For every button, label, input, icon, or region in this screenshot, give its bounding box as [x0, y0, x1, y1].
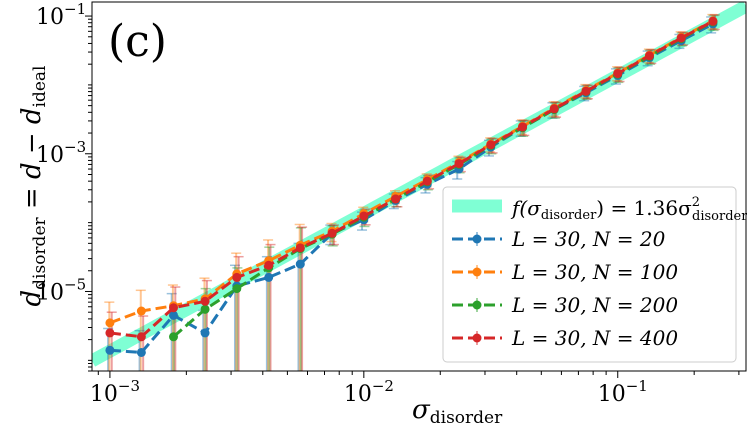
data-point: [518, 122, 528, 132]
x-tick-label: 10−3: [90, 377, 140, 407]
legend: f(σdisorder) = 1.36σ2 disorder L = 30, N …: [442, 186, 747, 363]
x-axis-label: σdisorder: [412, 395, 503, 426]
data-point: [295, 243, 305, 253]
data-point: [136, 347, 146, 357]
legend-label: L = 30, N = 200: [511, 293, 678, 317]
y-tick-label: 10−1: [36, 0, 86, 30]
x-tick-label: 10−2: [344, 377, 394, 407]
series-line: [109, 19, 714, 339]
data-point: [327, 228, 337, 238]
legend-fit-label: f(σdisorder) = 1.36σ2 disorder: [510, 195, 747, 224]
data-point: [549, 104, 559, 114]
data-point: [169, 332, 179, 342]
data-point: [232, 284, 242, 294]
data-point: [391, 194, 401, 204]
data-point: [581, 86, 591, 96]
data-point: [644, 51, 654, 61]
data-point: [169, 310, 179, 320]
y-axis-label: ddisorder = d − dideal: [17, 65, 50, 306]
data-point: [359, 211, 369, 221]
data-point: [105, 345, 115, 355]
data-point: [454, 159, 464, 169]
panel-label: (c): [108, 16, 167, 67]
data-point: [200, 328, 210, 338]
legend-label: L = 30, N = 100: [511, 260, 678, 284]
data-point: [200, 296, 210, 306]
data-point: [136, 306, 146, 316]
y-tick-label: 10−5: [36, 275, 86, 305]
data-point: [232, 272, 242, 282]
data-point: [708, 16, 718, 26]
x-tick-label: 10−1: [598, 377, 648, 407]
data-point: [200, 304, 210, 314]
plot-frame: [91, 1, 747, 372]
data-point: [169, 303, 179, 313]
series-line: [109, 19, 714, 325]
data-point: [264, 260, 274, 270]
legend-box: [442, 186, 737, 363]
data-point: [295, 259, 305, 269]
data-point: [105, 318, 115, 328]
data-point: [676, 33, 686, 43]
data-point: [136, 332, 146, 342]
data-point: [613, 69, 623, 79]
legend-label: L = 30, N = 400: [511, 326, 678, 350]
data-point: [105, 328, 115, 338]
data-point: [422, 176, 432, 186]
series-line: [109, 22, 714, 355]
data-point: [264, 272, 274, 282]
y-tick-label: 10−3: [36, 138, 86, 168]
data-point: [486, 140, 496, 150]
legend-label: L = 30, N = 20: [511, 227, 666, 251]
